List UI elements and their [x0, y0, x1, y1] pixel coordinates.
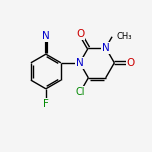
Text: Cl: Cl	[76, 87, 85, 97]
Text: F: F	[43, 99, 49, 109]
Text: O: O	[126, 58, 135, 68]
Text: N: N	[76, 58, 84, 68]
Text: N: N	[42, 31, 50, 41]
Text: O: O	[76, 29, 84, 39]
Text: CH₃: CH₃	[116, 32, 132, 41]
Text: N: N	[102, 43, 110, 53]
